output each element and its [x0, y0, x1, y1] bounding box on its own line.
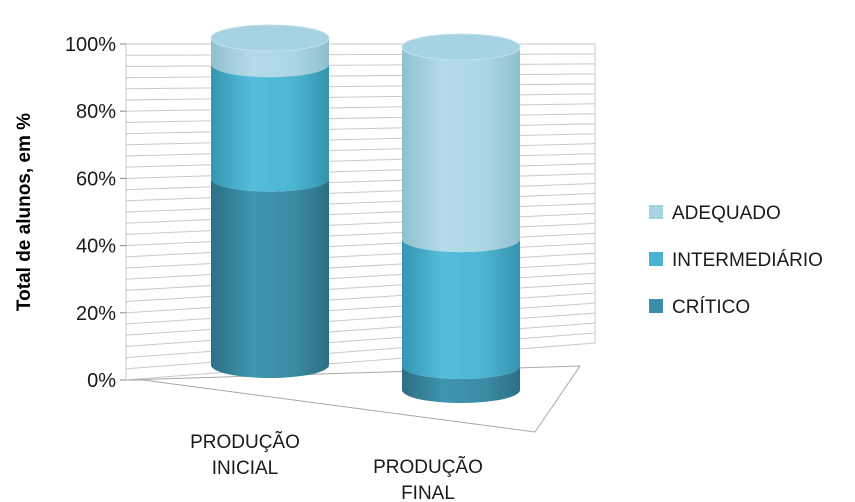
gridline — [125, 63, 596, 67]
gridline — [125, 312, 596, 347]
bar-segment — [402, 365, 520, 403]
bar-top-cap — [401, 33, 521, 61]
bar-segment — [211, 38, 329, 78]
gridline — [125, 193, 596, 213]
legend-label: INTERMEDIÁRIO — [672, 250, 823, 271]
gridline — [125, 143, 596, 157]
legend-label: CRÍTICO — [672, 297, 750, 318]
legend-swatch — [649, 252, 663, 266]
gridline — [125, 183, 596, 202]
y-tick-label: 60% — [76, 168, 116, 190]
bar-segment — [211, 64, 329, 192]
gridline — [125, 133, 596, 146]
gridline — [125, 232, 596, 258]
y-tick-label: 0% — [87, 370, 116, 392]
bar-segment — [402, 239, 520, 379]
gridline — [125, 53, 596, 56]
gridline — [125, 322, 596, 359]
gridline — [125, 202, 596, 224]
gridline — [125, 222, 596, 247]
gridline — [125, 123, 596, 135]
legend-swatch — [649, 205, 663, 219]
gridline — [125, 262, 596, 291]
legend: ADEQUADO INTERMEDIÁRIO CRÍTICO — [649, 203, 823, 318]
bar-top-cap — [210, 24, 330, 52]
gridline — [125, 73, 596, 79]
category-labels: PRODUÇÃO INICIAL PRODUÇÃO FINAL — [190, 431, 483, 502]
y-axis-ticks: 0% 20% 40% 60% 80% 100% — [65, 34, 126, 392]
y-tick-label: 100% — [65, 34, 116, 56]
gridlines — [125, 53, 596, 370]
gridline — [125, 212, 596, 235]
gridline — [125, 83, 596, 90]
legend-swatch — [649, 299, 663, 313]
bar-segment — [211, 178, 329, 378]
gridline — [125, 242, 596, 269]
gridline — [125, 332, 596, 370]
y-tick-label: 80% — [76, 101, 116, 123]
legend-label: ADEQUADO — [672, 203, 781, 224]
gridline — [125, 153, 596, 168]
gridline — [125, 93, 596, 101]
bar-stack — [401, 33, 521, 403]
bars — [210, 24, 521, 403]
gridline — [125, 252, 596, 280]
gridline — [125, 103, 596, 112]
bar-segment — [402, 47, 520, 253]
bar-stack — [210, 24, 330, 378]
plot-walls — [125, 43, 596, 433]
x-category-label: PRODUÇÃO INICIAL — [190, 431, 300, 479]
x-category-label: PRODUÇÃO FINAL — [373, 456, 483, 502]
gridline — [125, 113, 596, 123]
y-tick-label: 40% — [76, 236, 116, 258]
y-axis-label: Total de alunos, em % — [14, 113, 35, 311]
y-tick-label: 20% — [76, 303, 116, 325]
